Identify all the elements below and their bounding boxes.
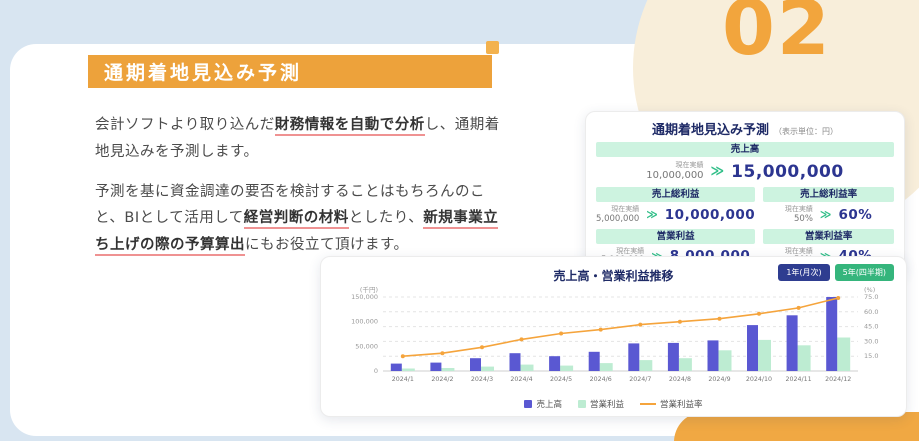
revenue-profit-chart: 75.0 60.0 45.0 30.0 15.0 150,000 100,000 50,000…	[351, 285, 878, 383]
legend-item-operating-margin: 営業利益率	[640, 398, 703, 410]
forecast-card-title: 通期着地見込み予測	[651, 123, 769, 138]
paragraph-2: 予測を基に資金調達の要否を検討することはもちろんのこと、BIとして活用して経営判…	[95, 179, 503, 259]
chart-legend: 売上高 営業利益 営業利益率	[333, 398, 894, 410]
svg-text:2024/10: 2024/10	[746, 376, 772, 383]
svg-text:30.0: 30.0	[864, 337, 878, 345]
paragraph-1: 会計ソフトより取り込んだ財務情報を自動で分析し、通期着地見込みを予測します。	[95, 117, 500, 160]
gross-profit-current-value: 5,000,000	[596, 214, 640, 224]
svg-text:2024/8: 2024/8	[669, 376, 691, 383]
legend-label-sales: 売上高	[536, 400, 562, 410]
svg-text:2024/2: 2024/2	[431, 376, 453, 383]
emphasized-text: 経営判断の材料	[243, 210, 349, 230]
legend-label-operating-profit: 営業利益	[589, 400, 624, 410]
range-button-1year-monthly[interactable]: 1年(月次)	[778, 264, 830, 281]
svg-text:2024/12: 2024/12	[825, 376, 851, 383]
revenue-row: 現在実績 10,000,000 ≫ 15,000,000	[596, 159, 894, 185]
current-label: 現在実績	[675, 161, 704, 169]
svg-text:(千円): (千円)	[360, 285, 378, 294]
page-number: 02	[722, 0, 832, 72]
svg-text:50,000: 50,000	[355, 342, 378, 350]
gross-profit-current: 現在実績 5,000,000	[596, 205, 639, 224]
legend-label-operating-margin: 営業利益率	[660, 400, 703, 410]
svg-text:150,000: 150,000	[351, 293, 378, 301]
revenue-band: 売上高	[596, 142, 894, 157]
gross-profit-cell: 売上総利益 現在実績 5,000,000 ≫ 10,000,000	[596, 185, 756, 226]
operating-margin-band: 営業利益率	[763, 228, 894, 244]
chart-title: 売上高・営業利益推移	[553, 269, 674, 283]
current-label: 現在実績	[784, 205, 813, 214]
chevron-icon: ≫	[710, 164, 725, 180]
body-copy: 会計ソフトより取り込んだ財務情報を自動で分析し、通期着地見込みを予測します。 予…	[95, 112, 503, 272]
revenue-current-value: 10,000,000	[646, 169, 704, 181]
chart-card: 売上高・営業利益推移 1年(月次) 5年(四半期) 75.0 60.0 45.0 30…	[320, 256, 907, 417]
range-button-5year-quarterly[interactable]: 5年(四半期)	[834, 264, 894, 281]
legend-item-sales: 売上高	[524, 398, 562, 410]
svg-text:2024/11: 2024/11	[786, 376, 812, 383]
svg-text:2024/9: 2024/9	[708, 376, 730, 383]
orange-square-decoration	[486, 41, 499, 54]
emphasized-text: 財務情報を自動で分析	[274, 117, 425, 136]
svg-text:100,000: 100,000	[351, 318, 378, 326]
svg-text:60.0: 60.0	[864, 308, 878, 316]
svg-text:2024/4: 2024/4	[510, 376, 532, 383]
gross-profit-row: 現在実績 5,000,000 ≫ 10,000,000	[596, 204, 755, 226]
chart-header: 売上高・営業利益推移 1年(月次) 5年(四半期)	[333, 264, 894, 283]
svg-text:0: 0	[374, 367, 378, 375]
section-title: 通期着地見込み予測	[104, 62, 303, 84]
svg-text:(%): (%)	[864, 286, 875, 294]
current-label: 現在実績	[784, 246, 813, 255]
svg-text:45.0: 45.0	[864, 323, 878, 331]
gross-margin-cell: 売上総利益率 現在実績 50% ≫ 60%	[763, 185, 894, 226]
operating-profit-swatch-icon	[577, 400, 586, 408]
chevron-icon: ≫	[646, 208, 658, 222]
emphasized-text: 新規事業立ち上げの際の予算算出	[95, 210, 499, 257]
legend-item-operating-profit: 営業利益	[577, 398, 624, 410]
chart-range-buttons: 1年(月次) 5年(四半期)	[778, 264, 894, 281]
sales-swatch-icon	[524, 400, 533, 408]
svg-text:2024/3: 2024/3	[471, 376, 493, 383]
gross-margin-row: 現在実績 50% ≫ 60%	[763, 204, 894, 226]
svg-text:2024/7: 2024/7	[629, 376, 651, 383]
chevron-icon: ≫	[819, 208, 832, 222]
gross-margin-current-value: 50%	[794, 214, 813, 224]
svg-text:2024/5: 2024/5	[550, 376, 572, 383]
section-header-banner: 通期着地見込み予測	[88, 55, 492, 88]
forecast-card: 通期着地見込み予測 （表示単位：円） 売上高 現在実績 10,000,000 ≫…	[585, 111, 905, 277]
svg-text:2024/1: 2024/1	[392, 376, 414, 383]
gross-profit-forecast-value: 10,000,000	[664, 206, 756, 223]
forecast-card-header: 通期着地見込み予測 （表示単位：円）	[596, 119, 894, 138]
gross-profit-band: 売上総利益	[596, 187, 756, 203]
current-label: 現在実績	[616, 246, 645, 255]
svg-text:15.0: 15.0	[864, 352, 878, 360]
gross-margin-forecast-value: 60%	[838, 206, 873, 223]
forecast-unit-note: （表示単位：円）	[774, 127, 839, 136]
revenue-current: 現在実績 10,000,000	[646, 161, 703, 182]
svg-text:2024/6: 2024/6	[590, 376, 612, 383]
current-label: 現在実績	[611, 205, 640, 214]
gross-margin-band: 売上総利益率	[763, 187, 894, 203]
revenue-forecast-value: 15,000,000	[731, 161, 844, 182]
gross-margin-current: 現在実績 50%	[785, 205, 813, 224]
operating-margin-line-icon	[640, 403, 656, 405]
operating-profit-band: 営業利益	[596, 228, 756, 244]
svg-text:75.0: 75.0	[864, 293, 878, 301]
